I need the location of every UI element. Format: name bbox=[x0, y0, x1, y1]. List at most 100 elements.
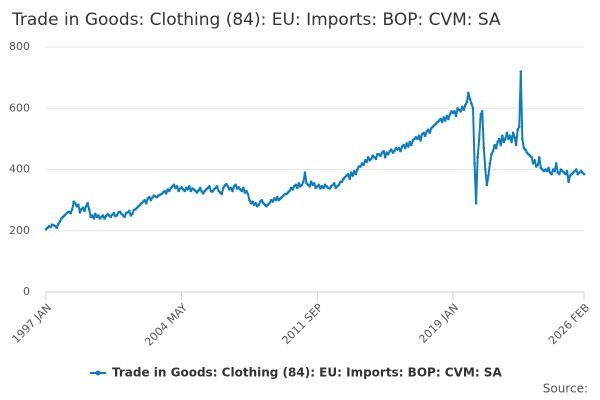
point bbox=[417, 134, 421, 138]
point bbox=[319, 187, 322, 190]
point bbox=[346, 172, 350, 176]
point bbox=[163, 189, 166, 193]
legend-marker bbox=[95, 370, 101, 376]
point bbox=[295, 186, 299, 190]
point bbox=[271, 200, 274, 203]
point bbox=[211, 190, 214, 193]
point bbox=[175, 185, 179, 188]
point bbox=[84, 204, 88, 208]
point bbox=[521, 137, 524, 141]
point bbox=[464, 103, 467, 107]
point bbox=[488, 162, 492, 165]
y-tick-label: 800 bbox=[9, 40, 30, 53]
point bbox=[356, 168, 359, 171]
point bbox=[115, 214, 119, 217]
point bbox=[69, 211, 72, 215]
point bbox=[510, 140, 513, 144]
point bbox=[208, 185, 211, 188]
point bbox=[479, 113, 483, 116]
point bbox=[460, 105, 464, 109]
point bbox=[502, 140, 506, 144]
point bbox=[428, 131, 432, 135]
point bbox=[147, 195, 151, 199]
point bbox=[494, 146, 498, 150]
point bbox=[291, 188, 294, 191]
point bbox=[186, 188, 190, 191]
point bbox=[399, 149, 402, 153]
point bbox=[490, 152, 493, 156]
point bbox=[197, 189, 200, 192]
y-tick-label: 400 bbox=[9, 163, 30, 176]
point bbox=[234, 183, 237, 187]
point bbox=[73, 201, 77, 205]
point bbox=[240, 189, 244, 193]
point bbox=[118, 210, 122, 214]
point bbox=[215, 185, 219, 188]
point bbox=[440, 120, 444, 124]
point bbox=[471, 106, 475, 110]
point bbox=[462, 108, 466, 112]
point bbox=[499, 143, 503, 147]
legend-label: Trade in Goods: Clothing (84): EU: Impor… bbox=[112, 366, 502, 380]
point bbox=[317, 183, 321, 187]
point bbox=[505, 131, 509, 135]
y-tick-label: 200 bbox=[9, 224, 30, 237]
point bbox=[473, 162, 476, 165]
point bbox=[531, 162, 535, 165]
point bbox=[87, 208, 91, 211]
point bbox=[103, 217, 106, 220]
point bbox=[149, 198, 153, 202]
point bbox=[294, 183, 298, 187]
point bbox=[177, 189, 180, 193]
point bbox=[308, 185, 311, 188]
point bbox=[297, 181, 301, 185]
x-tick-label: 2004 MAY bbox=[142, 301, 190, 349]
point bbox=[550, 172, 553, 176]
point bbox=[383, 155, 387, 159]
point bbox=[164, 192, 168, 195]
point bbox=[337, 183, 341, 187]
point bbox=[516, 128, 520, 131]
point bbox=[351, 174, 355, 177]
point bbox=[410, 143, 413, 147]
point bbox=[530, 155, 533, 159]
point bbox=[83, 209, 86, 213]
point bbox=[491, 149, 495, 153]
point bbox=[92, 217, 96, 220]
point bbox=[582, 172, 586, 176]
point bbox=[508, 134, 512, 138]
point bbox=[86, 201, 89, 205]
point bbox=[386, 152, 390, 156]
point bbox=[70, 208, 74, 211]
point bbox=[419, 139, 422, 142]
point bbox=[49, 225, 52, 229]
point bbox=[245, 189, 248, 193]
point bbox=[382, 149, 385, 153]
point bbox=[188, 185, 191, 188]
point bbox=[328, 187, 331, 190]
point bbox=[254, 201, 257, 205]
point bbox=[482, 146, 486, 150]
point bbox=[195, 191, 199, 194]
point bbox=[485, 183, 489, 187]
point bbox=[477, 137, 481, 141]
point bbox=[248, 198, 251, 202]
point bbox=[110, 213, 114, 217]
y-tick-label: 600 bbox=[9, 101, 30, 114]
point bbox=[242, 186, 245, 190]
point bbox=[57, 222, 60, 226]
point bbox=[90, 214, 94, 217]
point bbox=[453, 110, 456, 113]
point bbox=[513, 136, 516, 139]
point bbox=[362, 163, 365, 167]
point bbox=[443, 119, 447, 122]
point bbox=[480, 110, 484, 113]
point bbox=[447, 117, 450, 121]
point bbox=[405, 142, 409, 145]
point bbox=[379, 154, 382, 158]
point bbox=[189, 189, 193, 193]
point bbox=[312, 181, 316, 185]
point bbox=[504, 137, 507, 141]
point bbox=[354, 172, 358, 176]
